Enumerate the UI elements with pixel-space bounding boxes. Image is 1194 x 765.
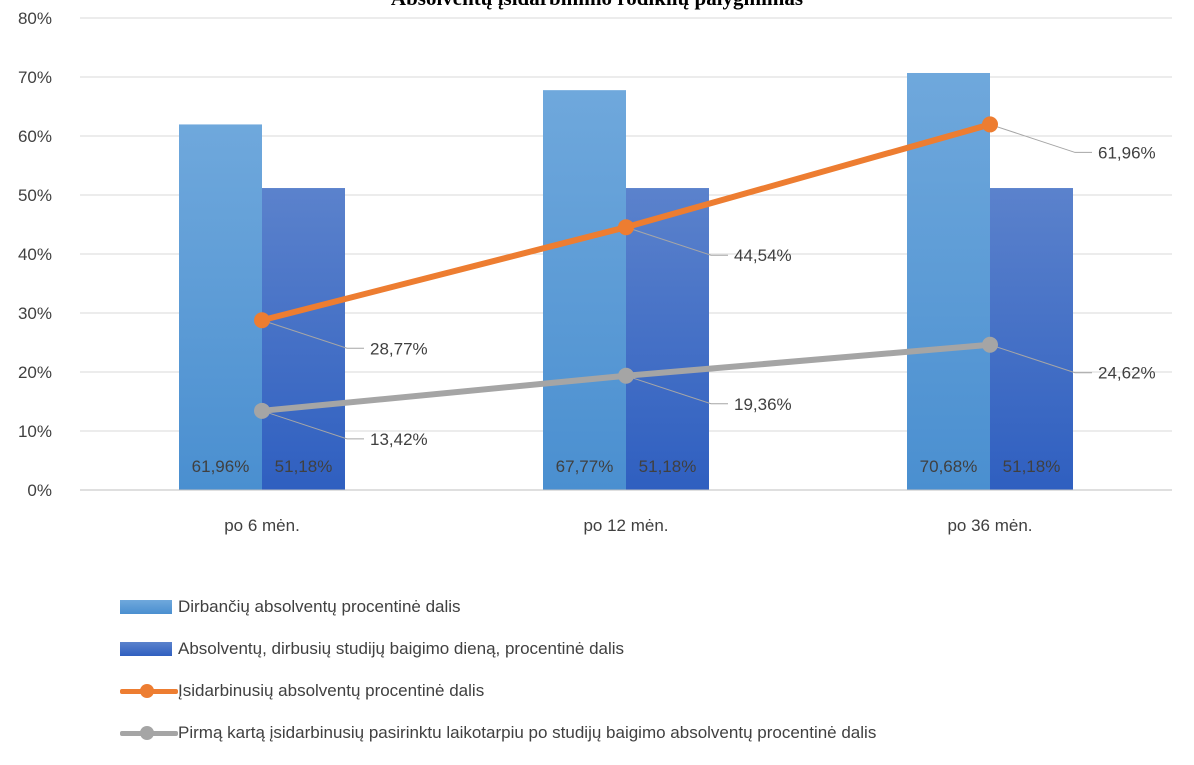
legend-swatch-line-gray bbox=[120, 726, 178, 740]
legend-swatch-bar-light-blue bbox=[120, 600, 172, 614]
data-point bbox=[982, 336, 998, 353]
leader-line bbox=[625, 226, 728, 256]
legend-label: Įsidarbinusių absolventų procentinė dali… bbox=[178, 681, 485, 700]
combo-chart: Absolventų įsidarbinimo rodiklių palygin… bbox=[18, 0, 1172, 535]
bar-data-label: 67,77% bbox=[556, 457, 614, 476]
legend-swatch-line-orange bbox=[120, 684, 178, 698]
legend-item-isidarbinusiu: Įsidarbinusių absolventų procentinė dali… bbox=[120, 680, 876, 702]
bar bbox=[262, 188, 345, 490]
legend-item-dirbanciu: Dirbančių absolventų procentinė dalis bbox=[120, 596, 876, 618]
bar-data-label: 51,18% bbox=[639, 457, 697, 476]
data-point bbox=[254, 402, 270, 419]
y-tick-label: 50% bbox=[18, 186, 52, 205]
data-point bbox=[254, 312, 270, 329]
bar-data-label: 51,18% bbox=[1003, 457, 1061, 476]
y-tick-label: 70% bbox=[18, 68, 52, 87]
chart-title: Absolventų įsidarbinimo rodiklių palygin… bbox=[391, 0, 803, 10]
leader-line bbox=[989, 344, 1092, 374]
bar-data-label: 51,18% bbox=[275, 457, 333, 476]
leader-line bbox=[261, 319, 364, 349]
y-tick-label: 30% bbox=[18, 304, 52, 323]
point-data-label: 24,62% bbox=[1098, 364, 1156, 383]
leader-line bbox=[261, 410, 364, 440]
legend-label: Dirbančių absolventų procentinė dalis bbox=[178, 597, 461, 616]
legend-label: Absolventų, dirbusių studijų baigimo die… bbox=[178, 639, 625, 658]
y-tick-label: 40% bbox=[18, 245, 52, 264]
data-point bbox=[618, 219, 634, 236]
point-data-label: 13,42% bbox=[370, 430, 428, 449]
bar bbox=[626, 188, 709, 490]
x-tick-label: po 6 mėn. bbox=[224, 516, 300, 535]
data-point bbox=[982, 116, 998, 133]
bar bbox=[543, 90, 626, 491]
y-tick-label: 60% bbox=[18, 127, 52, 146]
legend-swatch-bar-dark-blue bbox=[120, 642, 172, 656]
leader-line bbox=[989, 123, 1092, 153]
leader-line bbox=[625, 375, 728, 405]
point-data-label: 28,77% bbox=[370, 339, 428, 358]
y-tick-label: 20% bbox=[18, 363, 52, 382]
x-tick-label: po 12 mėn. bbox=[583, 516, 668, 535]
bar bbox=[179, 124, 262, 490]
bar-data-label: 70,68% bbox=[920, 457, 978, 476]
legend: Dirbančių absolventų procentinė dalis Ab… bbox=[120, 596, 876, 764]
data-point bbox=[618, 367, 634, 384]
x-tick-label: po 36 mėn. bbox=[947, 516, 1032, 535]
bar-data-label: 61,96% bbox=[192, 457, 250, 476]
point-data-label: 44,54% bbox=[734, 246, 792, 265]
legend-label: Pirmą kartą įsidarbinusių pasirinktu lai… bbox=[178, 723, 877, 742]
bar bbox=[990, 188, 1073, 490]
legend-item-absolventu-dirbusiu: Absolventų, dirbusių studijų baigimo die… bbox=[120, 638, 876, 660]
y-tick-label: 0% bbox=[27, 481, 52, 500]
point-data-label: 19,36% bbox=[734, 395, 792, 414]
y-tick-label: 80% bbox=[18, 9, 52, 28]
legend-item-pirma-karta: Pirmą kartą įsidarbinusių pasirinktu lai… bbox=[120, 722, 876, 744]
y-tick-label: 10% bbox=[18, 422, 52, 441]
point-data-label: 61,96% bbox=[1098, 143, 1156, 162]
